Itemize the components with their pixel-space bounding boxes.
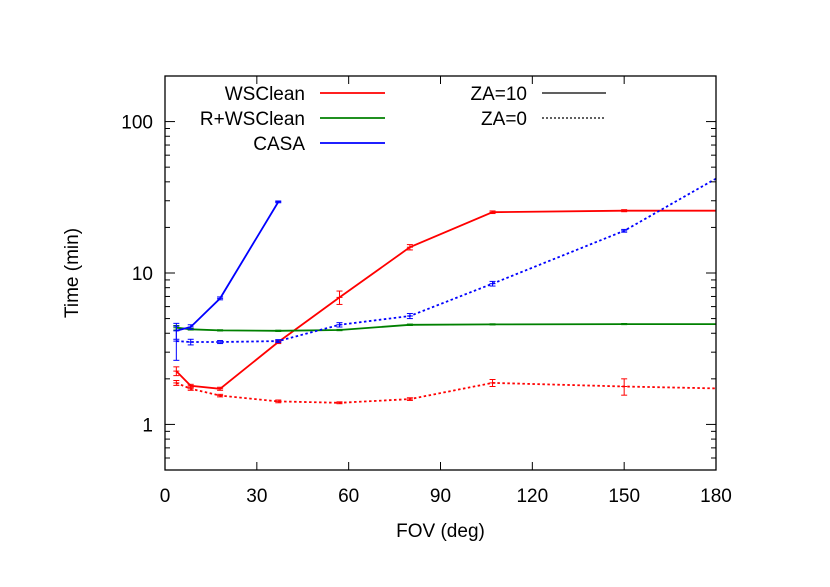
legend-label: CASA [253,134,305,155]
legend-label: ZA=0 [481,109,527,130]
series-line [175,381,716,404]
legend-label: ZA=10 [470,84,527,105]
legend-label: R+WSClean [200,109,305,130]
y-axis-label: Time (min) [62,228,83,318]
x-tick-label: 90 [430,486,451,507]
y-tick-label: 1 [142,415,153,436]
axis-ticks: 0 30 60 90 120 150 180 1 10 100 [121,76,732,507]
x-axis-label: FOV (deg) [396,521,485,542]
y-tick-label: 100 [121,113,153,134]
series-line [176,323,716,332]
x-tick-label: 60 [338,486,359,507]
series-line [176,201,280,332]
y-tick-label: 10 [132,264,153,285]
legend-label: WSClean [225,84,305,105]
series-line [176,177,716,343]
series-wsclean-za10 [173,209,716,391]
series-casa-za10 [173,200,282,340]
plot-frame [164,75,717,471]
plot-marks [173,177,716,405]
x-tick-label: 0 [160,486,171,507]
series-r-wsclean-za10 [173,322,716,332]
series-casa-za0 [173,177,716,361]
x-tick-label: 30 [246,486,267,507]
series-wsclean-za0 [173,378,716,405]
x-tick-label: 120 [516,486,548,507]
legend: WSClean R+WSClean CASA ZA=10 ZA=0 [200,84,606,155]
x-tick-label: 180 [700,486,732,507]
x-tick-label: 150 [608,486,640,507]
